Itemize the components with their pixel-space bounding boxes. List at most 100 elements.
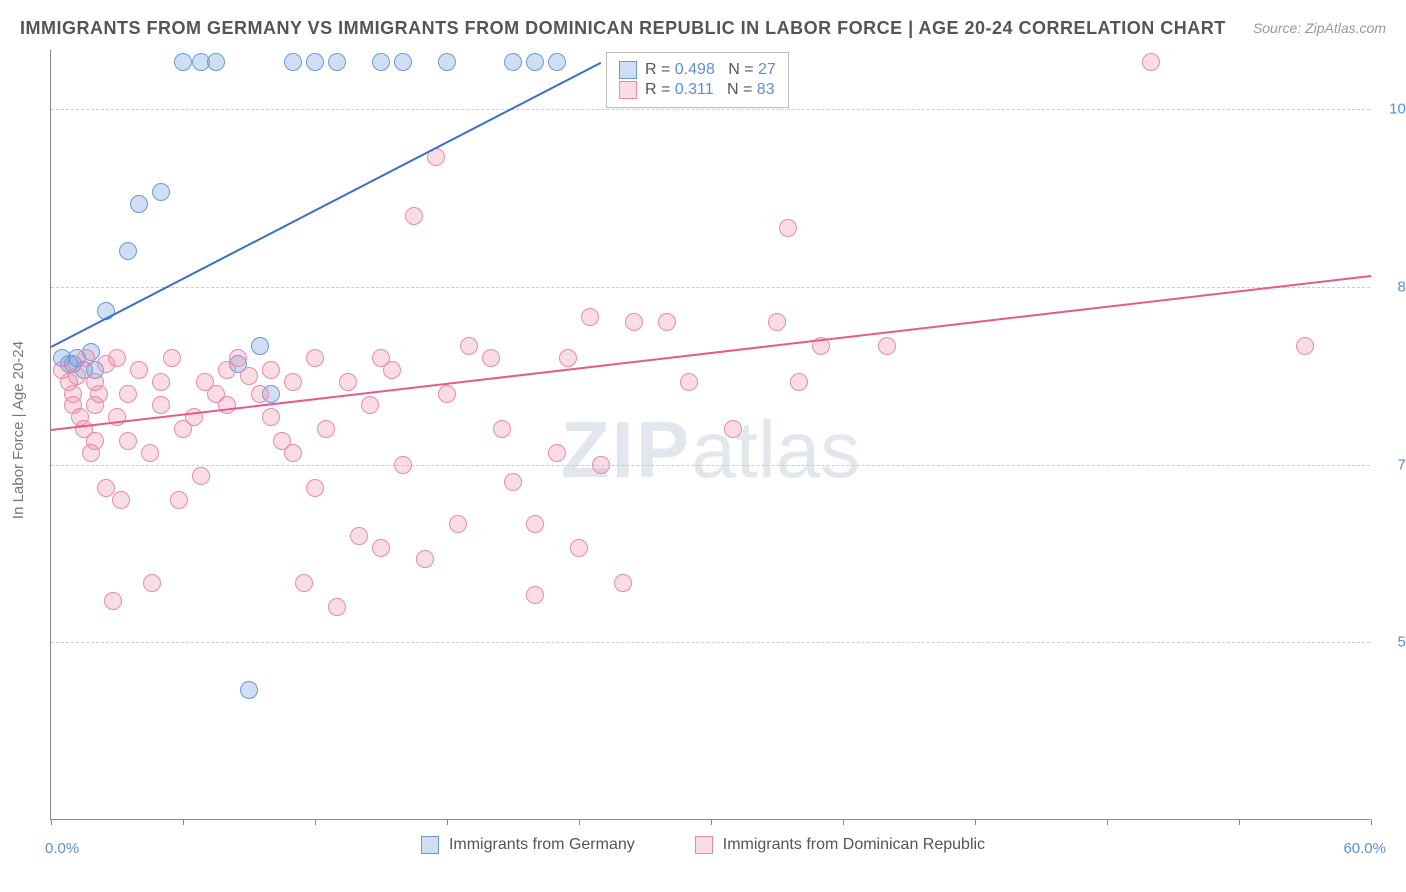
legend-swatch — [695, 836, 713, 854]
scatter-point — [240, 367, 258, 385]
scatter-point — [779, 219, 797, 237]
scatter-point — [526, 586, 544, 604]
x-tick — [315, 819, 316, 825]
scatter-point — [68, 367, 86, 385]
scatter-point — [449, 515, 467, 533]
bottom-legend: Immigrants from Germany Immigrants from D… — [0, 836, 1406, 854]
scatter-point — [394, 53, 412, 71]
scatter-point — [152, 396, 170, 414]
y-tick-label: 55.0% — [1380, 634, 1406, 651]
scatter-point — [130, 195, 148, 213]
scatter-point — [460, 337, 478, 355]
scatter-point — [328, 598, 346, 616]
legend-label: Immigrants from Dominican Republic — [723, 836, 985, 854]
scatter-point — [174, 53, 192, 71]
scatter-point — [372, 53, 390, 71]
chart-container: IMMIGRANTS FROM GERMANY VS IMMIGRANTS FR… — [0, 0, 1406, 892]
scatter-point — [130, 361, 148, 379]
legend-swatch — [421, 836, 439, 854]
scatter-point — [229, 349, 247, 367]
scatter-point — [482, 349, 500, 367]
scatter-point — [504, 473, 522, 491]
scatter-point — [548, 444, 566, 462]
scatter-point — [581, 308, 599, 326]
scatter-point — [170, 491, 188, 509]
x-tick — [843, 819, 844, 825]
scatter-point — [383, 361, 401, 379]
scatter-point — [317, 420, 335, 438]
scatter-point — [625, 313, 643, 331]
scatter-point — [526, 53, 544, 71]
x-tick — [51, 819, 52, 825]
scatter-point — [119, 432, 137, 450]
scatter-point — [284, 53, 302, 71]
scatter-point — [152, 373, 170, 391]
scatter-point — [152, 183, 170, 201]
scatter-point — [328, 53, 346, 71]
scatter-point — [119, 385, 137, 403]
scatter-point — [284, 444, 302, 462]
scatter-point — [262, 408, 280, 426]
legend-label: Immigrants from Germany — [449, 836, 635, 854]
scatter-point — [86, 432, 104, 450]
scatter-point — [559, 349, 577, 367]
scatter-point — [526, 515, 544, 533]
y-axis-title: In Labor Force | Age 20-24 — [10, 341, 27, 519]
scatter-point — [141, 444, 159, 462]
scatter-point — [724, 420, 742, 438]
scatter-point — [306, 349, 324, 367]
x-tick — [1371, 819, 1372, 825]
x-tick — [183, 819, 184, 825]
x-tick — [579, 819, 580, 825]
bottom-legend-item: Immigrants from Dominican Republic — [695, 836, 985, 854]
scatter-point — [790, 373, 808, 391]
scatter-point — [119, 242, 137, 260]
scatter-point — [339, 373, 357, 391]
scatter-point — [1296, 337, 1314, 355]
scatter-point — [878, 337, 896, 355]
scatter-point — [262, 361, 280, 379]
chart-title: IMMIGRANTS FROM GERMANY VS IMMIGRANTS FR… — [20, 18, 1226, 39]
scatter-point — [90, 385, 108, 403]
scatter-point — [592, 456, 610, 474]
scatter-point — [163, 349, 181, 367]
plot-area: ZIPatlas 55.0%70.0%85.0%100.0%R = 0.498 … — [50, 50, 1370, 820]
scatter-point — [218, 396, 236, 414]
x-tick — [1239, 819, 1240, 825]
correlation-legend: R = 0.498 N = 27 R = 0.311 N = 83 — [606, 52, 789, 108]
scatter-point — [251, 385, 269, 403]
bottom-legend-item: Immigrants from Germany — [421, 836, 635, 854]
scatter-point — [143, 574, 161, 592]
x-tick — [975, 819, 976, 825]
scatter-point — [372, 539, 390, 557]
scatter-point — [97, 479, 115, 497]
scatter-point — [251, 337, 269, 355]
scatter-point — [295, 574, 313, 592]
scatter-point — [416, 550, 434, 568]
scatter-point — [108, 349, 126, 367]
scatter-point — [240, 681, 258, 699]
legend-swatch — [619, 61, 637, 79]
scatter-point — [104, 592, 122, 610]
scatter-point — [438, 385, 456, 403]
x-tick — [711, 819, 712, 825]
scatter-point — [680, 373, 698, 391]
source-attribution: Source: ZipAtlas.com — [1253, 20, 1386, 36]
legend-text: R = 0.311 N = 83 — [645, 81, 775, 99]
trend-line — [51, 275, 1371, 431]
x-tick — [447, 819, 448, 825]
legend-row: R = 0.498 N = 27 — [619, 61, 776, 79]
scatter-point — [658, 313, 676, 331]
scatter-point — [1142, 53, 1160, 71]
legend-swatch — [619, 81, 637, 99]
scatter-point — [394, 456, 412, 474]
scatter-point — [192, 467, 210, 485]
scatter-point — [548, 53, 566, 71]
legend-row: R = 0.311 N = 83 — [619, 81, 776, 99]
scatter-point — [306, 53, 324, 71]
gridline-h — [51, 642, 1370, 643]
scatter-point — [77, 349, 95, 367]
scatter-point — [504, 53, 522, 71]
watermark: ZIPatlas — [561, 404, 860, 496]
scatter-point — [438, 53, 456, 71]
